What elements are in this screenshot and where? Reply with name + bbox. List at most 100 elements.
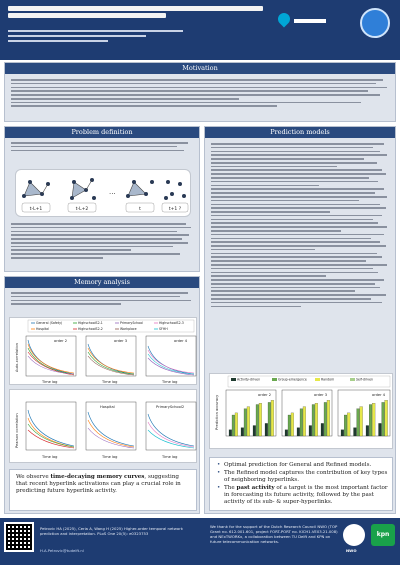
x-axis-label: Time lag — [41, 455, 57, 459]
accuracy-bar — [265, 423, 268, 436]
snapshot-1 — [22, 180, 50, 198]
accuracy-bar — [382, 402, 385, 436]
correlation-figure: Hospital PrimarySchool2 Time lag Time la… — [9, 389, 197, 463]
snapshot-t — [126, 180, 154, 198]
accuracy-bar — [297, 428, 300, 436]
hypergraph-snapshots-svg: ... t-L+1 t-L+2 t t+1 ? — [16, 170, 192, 218]
y-axis-label: Auto-correlation — [15, 343, 19, 372]
accuracy-bar — [344, 415, 347, 436]
subplot-title: order 4 — [174, 339, 188, 343]
subplot-title: order 3 — [114, 339, 127, 343]
accuracy-bar — [324, 402, 327, 436]
x-axis-label: Time lag — [101, 380, 117, 384]
accuracy-bar — [291, 413, 294, 436]
accuracy-bar — [241, 428, 244, 436]
accuracy-bar — [347, 413, 350, 436]
accuracy-bar — [357, 409, 360, 436]
accuracy-bar — [312, 405, 315, 437]
legend-item: General (Safety) — [36, 321, 62, 325]
memory-analysis-panel: Memory analysis General (Safety) Hospita… — [4, 276, 200, 514]
accuracy-bar — [385, 400, 388, 436]
y-axis-label: Pearson correlation — [15, 413, 19, 448]
memory-takeaway-text: We observe time-decaying memory curves, … — [16, 474, 192, 495]
tudelft-logo — [278, 10, 326, 29]
legend-item: Activity-driven — [237, 378, 260, 382]
problem-text-top — [11, 142, 195, 153]
accuracy-bar — [288, 415, 291, 436]
accuracy-bar — [372, 403, 375, 436]
accuracy-bar — [244, 409, 247, 436]
accuracy-bar — [285, 430, 288, 436]
accuracy-bar — [379, 423, 382, 436]
label-t: t — [139, 206, 141, 212]
acknowledgements-text: We thank for the support of the Dutch Re… — [210, 524, 340, 544]
accuracy-bar — [247, 407, 250, 436]
accuracy-bar — [235, 413, 238, 436]
legend-item: HighschoolS2-2 — [78, 327, 103, 331]
legend-item: Random — [321, 378, 334, 382]
accuracy-bar — [229, 430, 232, 436]
label-t-L-plus-2: t-L+2 — [76, 206, 89, 212]
kpn-logo: kpn — [371, 524, 395, 546]
prediction-accuracy-figure: Activity-driven Group-emergence Random S… — [209, 373, 393, 449]
accuracy-bar — [268, 402, 271, 436]
correlation-svg: Hospital PrimarySchool2 Time lag Time la… — [10, 390, 198, 464]
accuracy-bar — [259, 403, 262, 436]
ellipsis-label: ... — [109, 188, 116, 196]
legend-item: SFHH — [159, 327, 168, 331]
accuracy-bar — [369, 405, 372, 437]
nwo-label: NWO — [346, 548, 357, 553]
accuracy-bar — [321, 423, 324, 436]
accuracy-bar — [315, 403, 318, 436]
accuracy-bar — [253, 426, 256, 437]
subplot-title: order 4 — [372, 393, 386, 397]
accuracy-bar — [232, 415, 235, 436]
snapshot-2 — [70, 178, 96, 200]
accuracy-bar — [300, 409, 303, 436]
problem-definition-panel: Problem definition — [4, 126, 200, 272]
legend-item: Workplace — [120, 327, 137, 331]
accuracy-bar — [256, 405, 259, 437]
accuracy-bar — [354, 428, 357, 436]
conclusion-bullet: • The Refined model captures the contribu… — [224, 470, 390, 484]
prediction-text — [211, 143, 391, 309]
accuracy-bar — [360, 407, 363, 436]
memory-analysis-title: Memory analysis — [5, 277, 199, 288]
autocorrelation-figure: General (Safety) Hospital HighschoolS2-1… — [9, 317, 197, 385]
poster-title — [8, 6, 263, 20]
accuracy-bar — [303, 407, 306, 436]
x-axis-label: Time lag — [161, 380, 177, 384]
contact-email[interactable]: H.A.Petrovic@tudelft.nl — [40, 548, 198, 553]
legend-item: HighschoolS2-1 — [78, 321, 103, 325]
x-axis-label: Time lag — [161, 455, 177, 459]
label-t-plus-1: t+1 ? — [169, 206, 182, 212]
prediction-conclusions-box: • Optimal prediction for General and Refi… — [209, 457, 393, 511]
motivation-panel: Motivation — [4, 62, 396, 122]
legend-item: HighschoolS2-3 — [159, 321, 184, 325]
snapshot-t-plus-1 — [164, 180, 186, 200]
accuracy-bar — [309, 426, 312, 437]
subplot-title: order 2 — [258, 393, 271, 397]
problem-text-bottom — [11, 223, 195, 261]
y-axis-label: Prediction accuracy — [215, 394, 219, 430]
x-axis-label: Time lag — [101, 455, 117, 459]
legend-item: Hospital — [36, 327, 49, 331]
prediction-models-panel: Prediction models Activity-driven Group-… — [204, 126, 396, 514]
subplot-title: Hospital — [100, 405, 115, 409]
prediction-accuracy-svg: Activity-driven Group-emergence Random S… — [210, 374, 394, 450]
x-axis-label: Time lag — [41, 380, 57, 384]
problem-definition-title: Problem definition — [5, 127, 199, 138]
subplot-title: order 3 — [314, 393, 327, 397]
legend-item: Group-emergence — [278, 378, 307, 382]
memory-takeaway-box: We observe time-decaying memory curves, … — [9, 469, 197, 511]
legend-item: Self-driven — [356, 378, 373, 382]
reference-text: Petrovic HA (2025), Ceria A, Wang H (202… — [40, 526, 198, 536]
motivation-title: Motivation — [5, 63, 395, 74]
subplot-title: PrimarySchool2 — [156, 405, 184, 409]
qr-code[interactable] — [4, 522, 34, 552]
accuracy-bar — [366, 426, 369, 437]
label-t-L-plus-1: t-L+1 — [30, 206, 43, 212]
accuracy-bar — [341, 430, 344, 436]
partner-logo — [360, 8, 390, 38]
legend-item: PrimarySchool — [120, 321, 143, 325]
